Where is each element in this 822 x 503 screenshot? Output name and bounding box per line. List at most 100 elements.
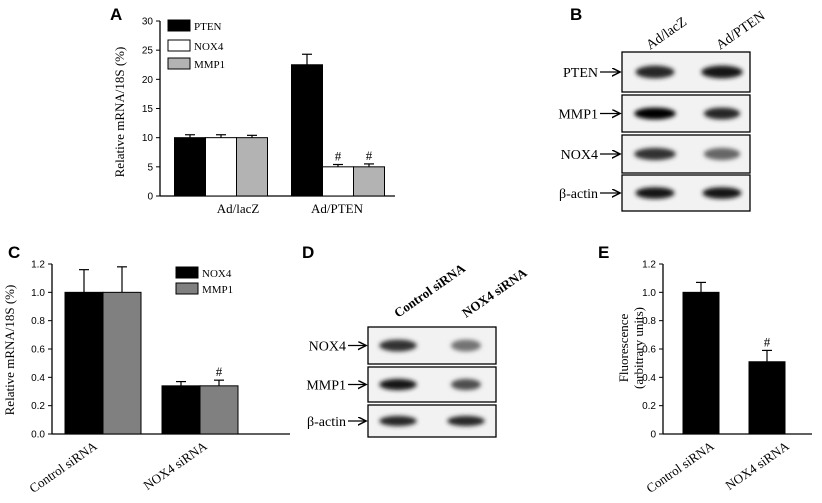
legend-label-nox4: NOX4 [194, 41, 224, 53]
panel-e-ylabel-line1: Fluorescence [616, 313, 631, 382]
bar-nox4-nox4-sirna [161, 385, 201, 435]
lane-label-ad-lacz: Ad/lacZ [644, 15, 690, 54]
y-tick-label: 0.4 [642, 373, 656, 384]
category-label-control-sirna-c: Control siRNA [26, 438, 100, 496]
blot-row-label: β-actin [559, 187, 598, 202]
category-label-nox4-sirna-e: NOX4 siRNA [722, 438, 792, 493]
bar-pten-ad-lacz [174, 137, 206, 197]
y-tick-label: 0.0 [31, 430, 45, 441]
y-tick-label: 1.0 [31, 288, 45, 299]
y-tick-label: 0.2 [642, 401, 656, 412]
blot-band [635, 65, 675, 79]
panel-letter-e: E [598, 243, 609, 262]
blot-band [451, 378, 481, 391]
blot-d: NOX4 MMP1 β-actin [306, 326, 497, 438]
lane-label-ad-pten: Ad/PTEN [714, 9, 768, 53]
blot-row-label: MMP1 [558, 108, 598, 123]
significance-mark: # [335, 149, 342, 164]
significance-mark: # [764, 334, 771, 349]
y-tick-label: 25 [142, 46, 154, 57]
y-tick-label: 0.4 [31, 373, 45, 384]
legend-c: NOX4 MMP1 [175, 266, 233, 296]
chart-a: 0 5 10 15 20 25 30 # # [142, 17, 395, 203]
legend-label-mmp1: MMP1 [194, 59, 225, 71]
panel-b: B Ad/lacZ Ad/PTEN PTEN MMP1 NOX4 β-actin [558, 5, 768, 212]
panel-a-ylabel: Relative mRNA/18S (%) [112, 47, 127, 178]
blot-band [379, 415, 417, 427]
y-tick-label: 1.2 [31, 260, 45, 271]
category-label-ad-pten: Ad/PTEN [311, 201, 364, 216]
blot-band [701, 65, 743, 79]
panel-d: D Control siRNA NOX4 siRNA NOX4 MMP1 β-act… [302, 243, 530, 438]
significance-mark: # [216, 364, 223, 379]
panel-c: C Relative mRNA/18S (%) 0.0 0.2 0.4 0.6 0.8 1… [2, 243, 290, 496]
chart-e: 0 0.2 0.4 0.6 0.8 1.0 1.2 # [642, 260, 812, 441]
blot-band [703, 147, 741, 161]
panel-letter-d: D [302, 243, 314, 262]
blot-band [634, 107, 676, 120]
panel-e-ylabel-line2: (arbitrary units) [631, 307, 646, 389]
y-tick-label: 20 [142, 75, 154, 86]
bar-mmp1-nox4-sirna [199, 385, 239, 435]
bar-series-control-sirna [682, 291, 720, 435]
blot-band [634, 147, 676, 161]
blot-row-label: β-actin [307, 415, 346, 430]
panel-letter-c: C [8, 243, 20, 262]
legend-label-mmp1-c: MMP1 [202, 284, 233, 296]
blot-row-label: NOX4 [309, 340, 346, 355]
legend-swatch-nox4 [167, 39, 191, 52]
category-label-nox4-sirna-c: NOX4 siRNA [140, 438, 210, 493]
legend-swatch-nox4-c [175, 266, 199, 279]
legend-a: PTEN NOX4 MMP1 [167, 19, 225, 71]
lane-label-nox4-sirna: NOX4 siRNA [459, 265, 530, 321]
bar-nox4-ad-pten [322, 166, 354, 197]
legend-swatch-mmp1-c [175, 282, 199, 295]
y-tick-label: 10 [142, 133, 154, 144]
panel-letter-a: A [110, 5, 122, 24]
blot-band [451, 339, 481, 352]
blot-band [379, 378, 417, 391]
blot-band [703, 107, 741, 120]
legend-swatch-pten [167, 19, 191, 32]
bar-mmp1-control-sirna [102, 291, 142, 435]
blot-band [447, 415, 485, 427]
y-tick-label: 15 [142, 104, 154, 115]
legend-swatch-mmp1 [167, 57, 191, 70]
blot-row-label: MMP1 [306, 379, 346, 394]
bar-mmp1-ad-pten [353, 166, 385, 197]
lane-label-control-sirna: Control siRNA [391, 260, 468, 320]
blot-band [702, 187, 742, 199]
chart-c: 0.0 0.2 0.4 0.6 0.8 1.0 1.2 # [31, 260, 290, 441]
bar-mmp1-ad-lacz [236, 137, 268, 197]
panel-letter-b: B [570, 5, 582, 24]
y-tick-label: 0.8 [642, 316, 656, 327]
legend-label-nox4-c: NOX4 [202, 268, 232, 280]
bar-nox4-ad-lacz [205, 137, 237, 197]
bar-nox4-control-sirna [64, 291, 104, 435]
blot-row-label: PTEN [563, 66, 598, 81]
y-tick-label: 0.6 [642, 345, 656, 356]
y-tick-label: 1.0 [642, 288, 656, 299]
blot-b: PTEN MMP1 NOX4 β-actin [558, 51, 751, 212]
y-tick-label: 30 [142, 17, 154, 28]
panel-e: E Fluorescence (arbitrary units) 0 0.2 0.4… [598, 243, 812, 496]
y-tick-label: 0 [650, 430, 656, 441]
y-tick-label: 1.2 [642, 260, 656, 271]
blot-band [379, 339, 417, 352]
category-label-ad-lacz: Ad/lacZ [217, 201, 260, 216]
category-label-control-sirna-e: Control siRNA [643, 438, 717, 496]
y-tick-label: 0.8 [31, 316, 45, 327]
blot-row-label: NOX4 [561, 148, 598, 163]
y-tick-label: 0.6 [31, 345, 45, 356]
blot-band [635, 187, 675, 199]
bar-pten-ad-pten [291, 64, 323, 197]
y-tick-label: 0.2 [31, 401, 45, 412]
panel-c-ylabel: Relative mRNA/18S (%) [2, 285, 17, 416]
panel-a: A Relative mRNA/18S (%) 0 5 10 15 20 25 30 # # P… [110, 5, 395, 216]
legend-label-pten: PTEN [194, 21, 222, 33]
significance-mark: # [366, 148, 373, 163]
bar-series-nox4-sirna [748, 361, 786, 435]
y-tick-label: 5 [147, 162, 153, 173]
y-tick-label: 0 [147, 192, 153, 203]
